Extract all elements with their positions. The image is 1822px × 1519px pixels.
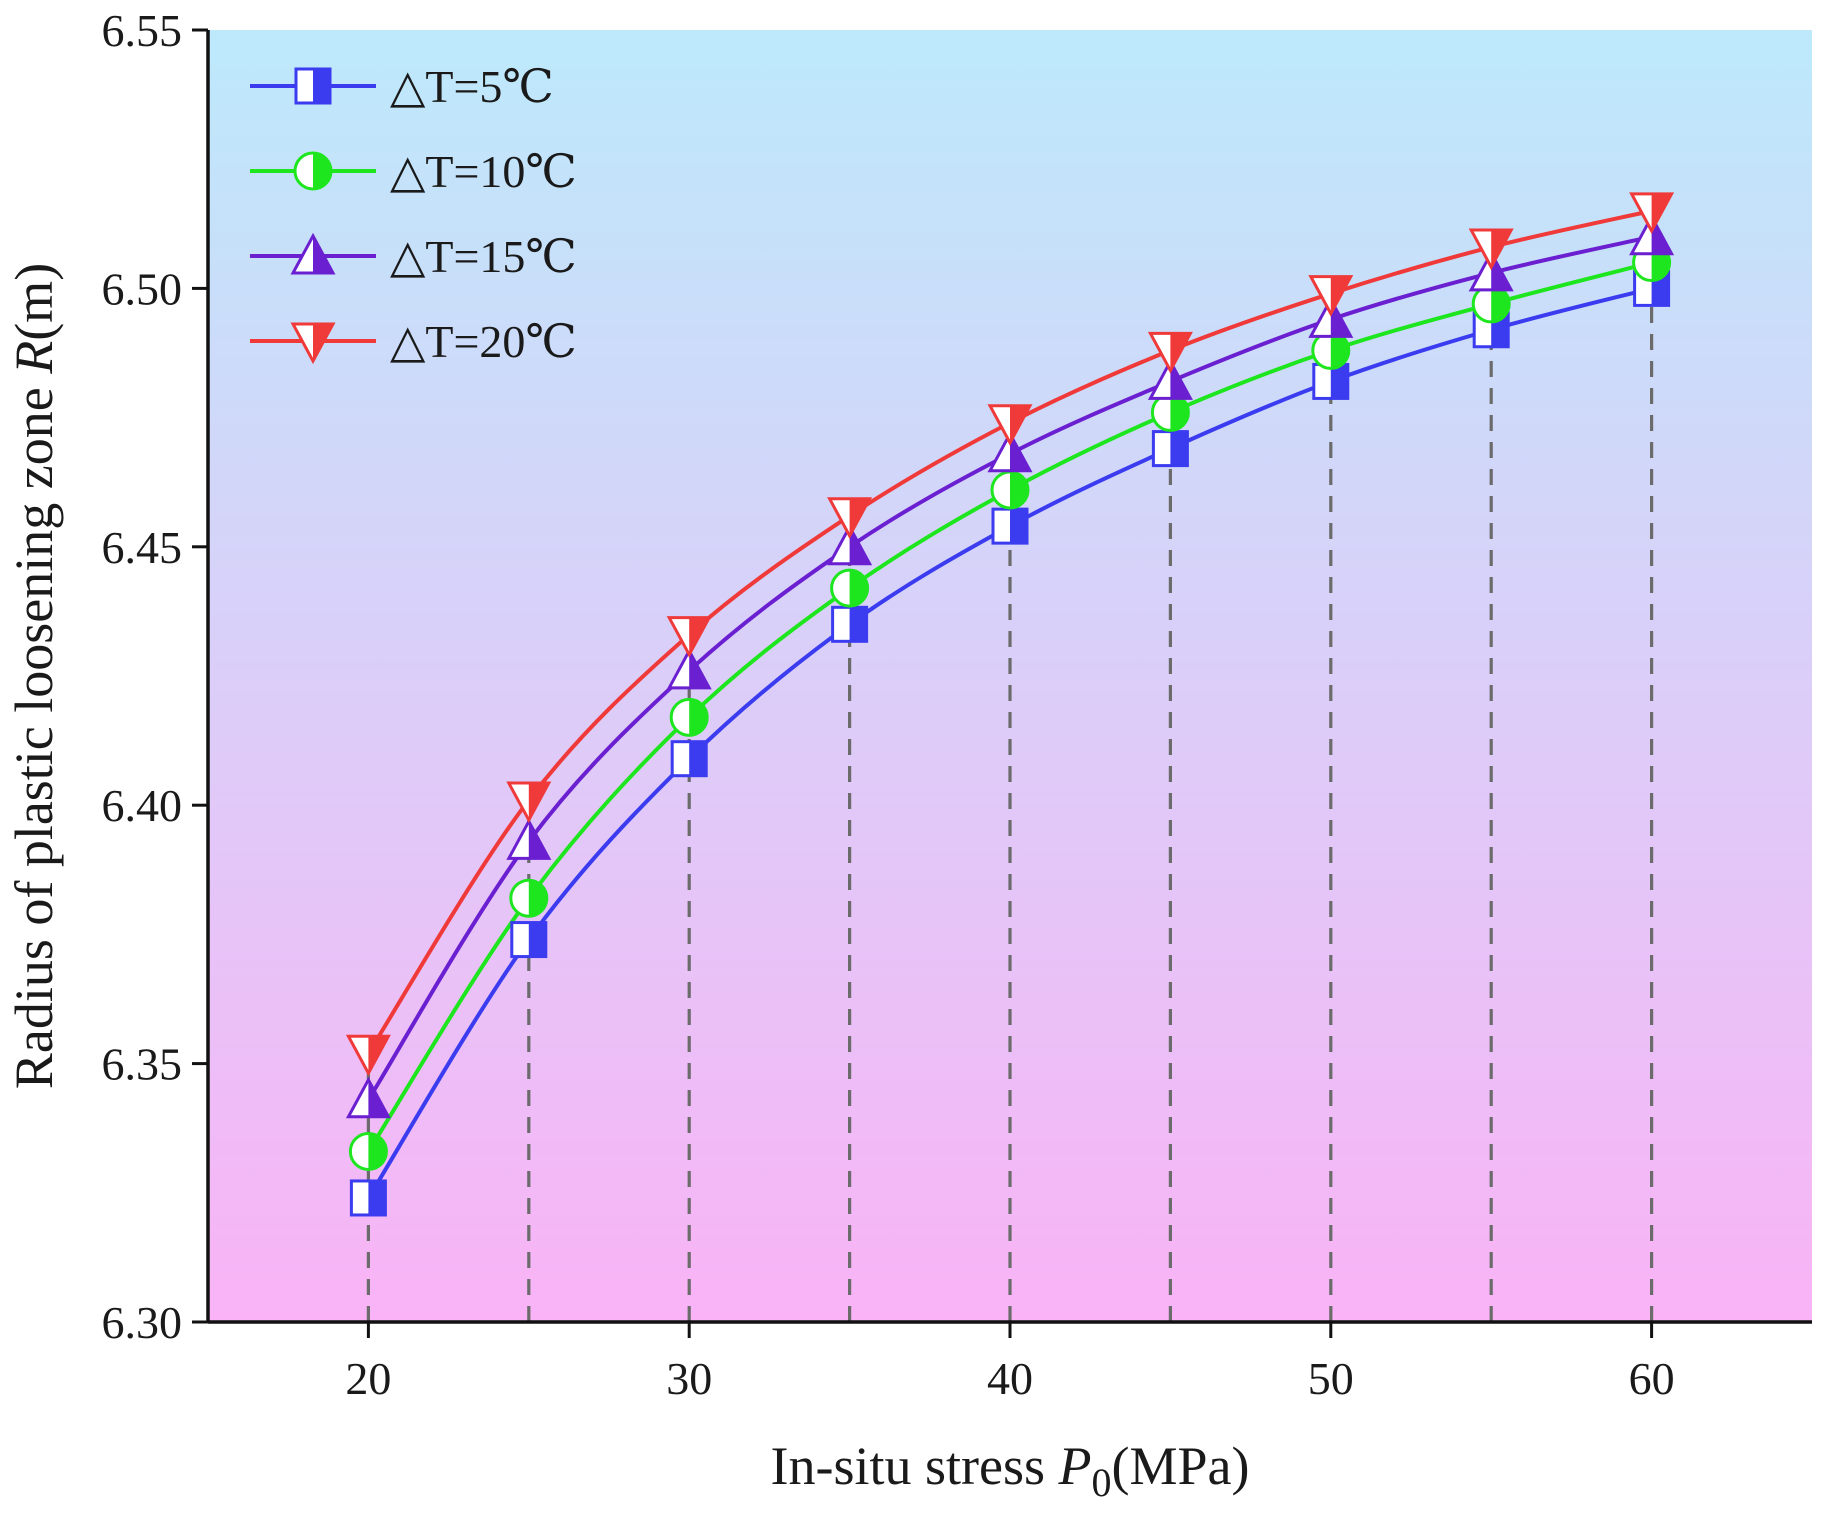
legend-marker	[290, 232, 336, 275]
legend-label: △T=10℃	[390, 146, 577, 197]
series-2-point	[1311, 330, 1351, 370]
series-3-point	[1468, 249, 1514, 292]
series-4-point	[987, 404, 1033, 446]
series-2-point	[830, 568, 870, 608]
series-2-point	[669, 697, 709, 737]
y-axis-ticks: 6.30 6.35 6.40 6.45 6.50 6.55	[102, 5, 208, 1348]
series-3-point	[506, 818, 552, 860]
legend-marker	[293, 151, 333, 191]
x-axis-title: In-situ stress P0(MPa)	[771, 1436, 1250, 1505]
series-1-point	[1151, 430, 1189, 468]
legend-item: △T=15℃	[250, 231, 577, 282]
series-4-point	[1308, 275, 1354, 317]
series-4-point	[506, 781, 552, 824]
legend-label: △T=15℃	[390, 231, 577, 282]
series-3-point	[1629, 213, 1675, 256]
series-4-point	[345, 1034, 391, 1077]
legend-label: △T=5℃	[390, 61, 554, 112]
series-4-point	[666, 616, 712, 658]
series-1-point	[349, 1179, 387, 1217]
series-1-point	[510, 921, 548, 959]
y-tick-label: 6.35	[102, 1039, 183, 1090]
legend-item: △T=5℃	[250, 61, 554, 112]
series-2-point	[509, 878, 549, 918]
legend-item: △T=20℃	[250, 316, 577, 367]
series-4-point	[827, 497, 873, 539]
x-tick-label: 20	[345, 1353, 391, 1404]
series-3-point	[987, 430, 1033, 473]
series-3-point	[1308, 296, 1354, 338]
series-4-point	[1147, 331, 1193, 374]
series-4-point	[1468, 228, 1514, 271]
series-2-point	[990, 470, 1030, 510]
series-3-point	[666, 647, 712, 690]
y-tick-label: 6.40	[102, 780, 183, 831]
series-1-point	[670, 740, 708, 778]
legend-label: △T=20℃	[390, 316, 577, 367]
x-tick-label: 40	[987, 1353, 1033, 1404]
legend-item: △T=10℃	[250, 146, 577, 197]
series-line-3	[366, 234, 1653, 1101]
y-tick-label: 6.55	[102, 5, 183, 56]
series-4-point	[1629, 192, 1675, 235]
series-2-point	[348, 1131, 388, 1171]
x-tick-label: 30	[666, 1353, 712, 1404]
series-3-point	[827, 523, 873, 566]
series-1-point	[991, 507, 1029, 545]
legend-marker	[290, 322, 336, 365]
series-1-point	[831, 605, 869, 643]
y-tick-label: 6.45	[102, 522, 183, 573]
series-markers	[345, 192, 1675, 1217]
y-tick-label: 6.50	[102, 263, 183, 314]
series-3-point	[1147, 358, 1193, 400]
legend: △T=5℃ △T=10℃ △T=15℃ △T=20℃	[250, 61, 577, 367]
x-axis-ticks: 20 30 40 50 60	[345, 1322, 1675, 1404]
legend-marker	[294, 67, 332, 105]
plot-area-background	[208, 30, 1812, 1322]
x-tick-label: 50	[1308, 1353, 1354, 1404]
series-3-point	[345, 1076, 391, 1119]
y-tick-label: 6.30	[102, 1297, 183, 1348]
x-tick-label: 60	[1629, 1353, 1675, 1404]
y-axis-title: Radius of plastic loosening zone R(m)	[4, 263, 64, 1089]
